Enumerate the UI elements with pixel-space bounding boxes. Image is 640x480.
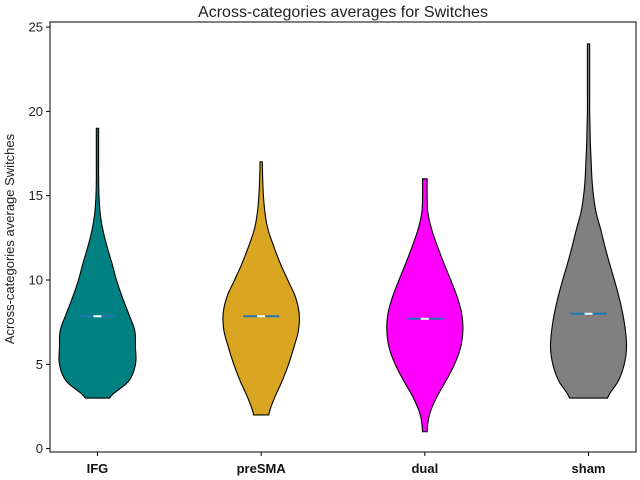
y-tick-label: 20 xyxy=(29,104,43,119)
y-tick-label: 0 xyxy=(36,441,43,456)
violin-preSMA xyxy=(222,161,300,416)
violin-IFG xyxy=(58,127,137,399)
y-tick-label: 15 xyxy=(29,188,43,203)
axes-frame xyxy=(49,21,637,453)
violin-dual xyxy=(386,178,464,433)
y-tick-label: 5 xyxy=(36,357,43,372)
x-tick-label-dual: dual xyxy=(411,461,438,476)
plot-area: 0 5 10 15 20 25 IFG preSMA dual sham xyxy=(29,20,628,476)
x-tick-label-sham: sham xyxy=(572,461,606,476)
x-tick-label-preSMA: preSMA xyxy=(237,461,287,476)
x-tick-label-IFG: IFG xyxy=(87,461,109,476)
y-axis-label: Across-categories average Switches xyxy=(2,133,17,344)
y-tick-label: 25 xyxy=(29,20,43,35)
violin-sham xyxy=(549,43,628,399)
chart-title: Across-categories averages for Switches xyxy=(198,4,488,21)
y-tick-label: 10 xyxy=(29,273,43,288)
